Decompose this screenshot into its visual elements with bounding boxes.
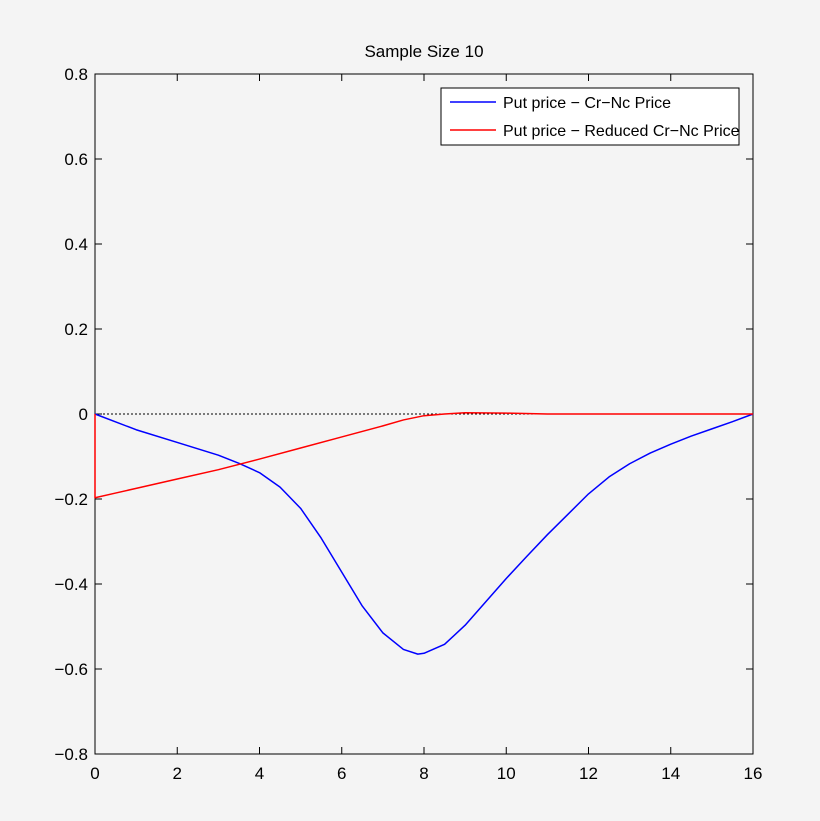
y-tick-label: 0.6: [64, 150, 88, 169]
x-tick-label: 4: [255, 764, 264, 783]
series-line-put-minus-reduced-crnc: [94, 411, 753, 499]
legend-label-put-minus-crnc: Put price − Cr−Nc Price: [503, 95, 671, 112]
x-tick-label: 8: [419, 764, 428, 783]
series-layer: [94, 411, 754, 655]
y-tick-label: 0.2: [64, 320, 88, 339]
x-tick-label: 6: [337, 764, 346, 783]
y-tick-label: 0.4: [64, 235, 88, 254]
y-tick-label: −0.8: [54, 745, 88, 764]
x-axis: 0 2 4 6 8 10 12 14 16: [90, 74, 762, 783]
x-tick-label: 12: [579, 764, 598, 783]
x-tick-label: 2: [173, 764, 182, 783]
y-tick-label: −0.4: [54, 575, 88, 594]
x-tick-label: 10: [497, 764, 516, 783]
legend-label-put-minus-reduced-crnc: Put price − Reduced Cr−Nc Price: [503, 123, 740, 140]
chart-title: Sample Size 10: [364, 42, 483, 61]
y-axis: 0.8 0.6 0.4 0.2 0 −0.2 −0.4 −0.6 −0.8: [54, 65, 753, 764]
legend-box: [440, 87, 740, 146]
y-tick-label: −0.6: [54, 660, 88, 679]
x-tick-label: 0: [90, 764, 99, 783]
x-tick-label: 14: [661, 764, 680, 783]
x-tick-label: 16: [744, 764, 763, 783]
legend: Put price − Cr−Nc Price Put price − Redu…: [440, 87, 740, 146]
y-tick-label: 0: [79, 405, 88, 424]
series-line-put-minus-crnc: [94, 413, 754, 655]
y-tick-label: 0.8: [64, 65, 88, 84]
y-tick-label: −0.2: [54, 490, 88, 509]
